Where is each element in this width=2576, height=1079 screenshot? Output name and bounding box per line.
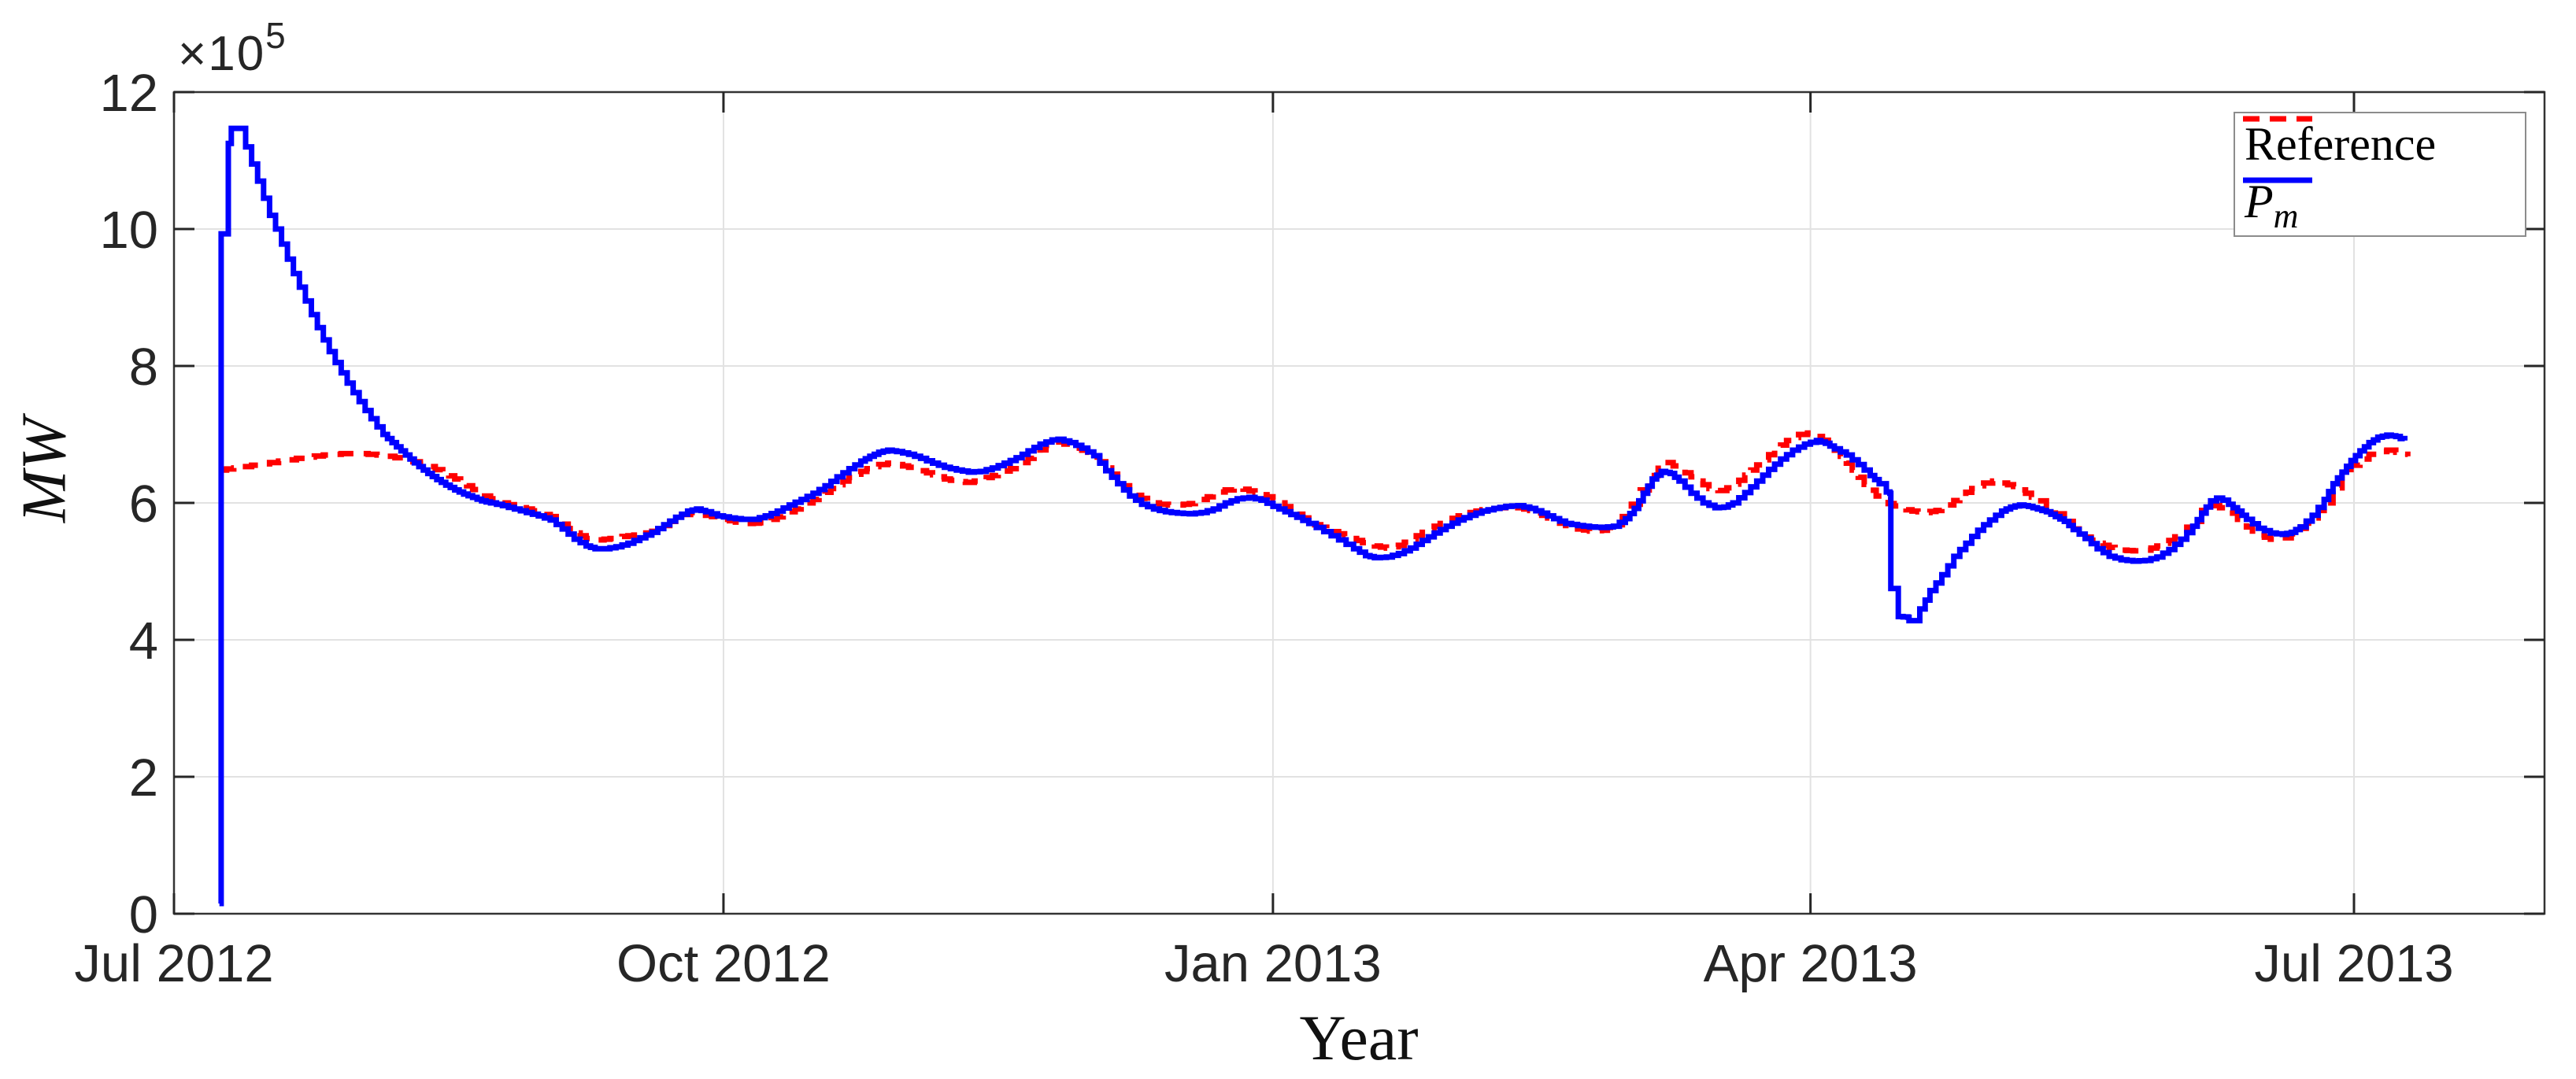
x-tick-label: Oct 2012 — [616, 934, 831, 993]
x-tick-label: Jul 2013 — [2254, 934, 2453, 993]
legend-label-reference: Reference — [2245, 117, 2437, 170]
pm-sub: m — [2273, 197, 2299, 235]
y-tick-label: 4 — [129, 612, 158, 671]
y-axis-label: MW — [9, 417, 80, 523]
x-axis-label: Year — [1299, 1002, 1419, 1073]
y-tick-label: 2 — [129, 748, 158, 807]
y-tick-label: 0 — [129, 885, 158, 944]
x-tick-label: Jan 2013 — [1164, 934, 1382, 993]
legend-entry-reference: Reference — [2235, 113, 2525, 175]
y-tick-label: 8 — [129, 338, 158, 397]
series-line-pm — [218, 125, 2408, 907]
legend-entry-pm: Pm — [2235, 175, 2525, 236]
y-tick-label: 10 — [99, 201, 158, 260]
legend-label-pm: Pm — [2245, 175, 2298, 236]
x-tick-label: Jul 2012 — [74, 934, 273, 993]
x-tick-label: Apr 2013 — [1704, 934, 1918, 993]
legend-solid-line-icon — [2243, 177, 2312, 183]
multiplier-exponent: 5 — [265, 15, 287, 56]
legend: Reference Pm — [2234, 112, 2526, 237]
y-axis-multiplier: ×105 — [178, 14, 287, 82]
y-tick-label: 6 — [129, 475, 158, 534]
multiplier-base: ×10 — [178, 27, 266, 81]
pm-main: P — [2245, 176, 2274, 227]
y-tick-label: 12 — [99, 64, 158, 123]
legend-dashed-line-icon — [2243, 116, 2312, 122]
